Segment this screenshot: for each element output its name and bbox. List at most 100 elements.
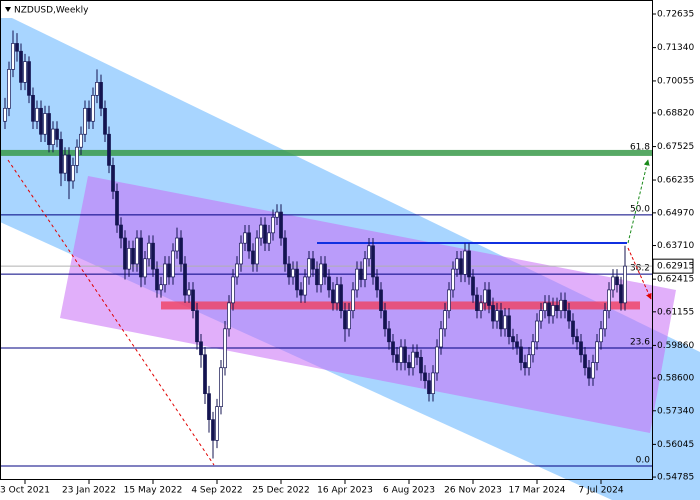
candle-body [619,284,623,304]
y-tick-label: 0.61155 [657,307,694,317]
x-tick-label: 25 Dec 2022 [252,486,310,496]
candle-body [595,341,599,363]
candle-body [215,406,219,441]
candle-body [315,268,319,286]
y-tick-label: 0.70055 [657,76,694,86]
x-tick-label: 17 Mar 2024 [508,486,565,496]
candle-body [359,268,363,280]
candle-body [379,289,383,312]
candle-body [67,154,71,182]
candle-body [539,310,543,322]
candle-body [251,250,255,265]
candle-body [455,258,459,270]
candle-body [143,258,147,278]
candle-body [579,341,583,356]
candle-body [503,315,507,330]
y-tick-label: 0.64970 [657,208,694,218]
candle-body [291,268,295,278]
candle-body [139,237,143,278]
candle-body [463,250,467,275]
candle-body [75,146,79,166]
candle-body [195,310,199,343]
candle-body [559,299,563,312]
candle-body [39,107,43,135]
candle-body [407,362,411,369]
candle-body [447,289,451,312]
candle-body [115,190,119,226]
candle-body [487,289,491,306]
y-tick-label: 0.72635 [657,10,694,20]
candle-body [571,320,575,337]
candle-body [471,276,475,296]
y-tick-label: 0.59860 [657,341,694,351]
candle-body [431,372,435,395]
candle-body [599,328,603,343]
candle-body [79,133,83,148]
candle-body [91,94,95,122]
candle-body [275,211,279,218]
up-arrow [627,159,650,244]
candle-body [591,362,595,379]
down-arrow [627,247,652,300]
fib-label: 61.8 [630,142,650,152]
candle-body [243,232,247,244]
candle-body [391,341,395,356]
candle-body [587,367,591,379]
candle-body [467,250,471,278]
candle-body [603,310,607,330]
candle-body [179,237,183,265]
x-tick-label: 3 Oct 2021 [0,486,50,496]
candle-body [567,310,571,322]
x-tick-label: 23 Jan 2022 [62,486,116,496]
candle-body [479,302,483,312]
candle-body [259,224,263,239]
candle-body [387,328,391,343]
candle-body [515,341,519,348]
candle-body [347,310,351,330]
candle-body [99,82,103,109]
candle-body [367,245,371,260]
candle-body [423,372,427,382]
candle-body [267,232,271,244]
y-tick-label: 0.63710 [657,241,694,251]
projection-line [7,159,215,466]
candle-body [459,258,463,275]
candle-body [343,310,347,330]
candle-body [51,128,55,145]
candle-body [383,310,387,330]
candle-body [119,224,123,239]
x-tick-label: 16 Apr 2023 [317,486,373,496]
price-tag-label: 0.62915 [657,262,694,272]
candle-body [303,276,307,296]
candle-body [227,302,231,330]
candle-body [31,94,35,122]
candle-body [403,346,407,363]
candle-body [523,362,527,369]
candle-body [531,341,535,356]
candle-body [311,258,315,270]
candle-body [167,263,171,278]
candle-body [223,328,227,369]
candle-body [427,380,431,395]
candle-body [319,263,323,286]
candle-body [147,242,151,260]
plot-frame [0,0,653,480]
candle-body [247,232,251,252]
candle-body [527,354,531,369]
candle-body [307,258,311,278]
fib-label: 38.2 [630,264,650,274]
y-tick-label: 0.56045 [657,440,694,450]
candle-body [415,351,419,358]
candle-body [575,336,579,343]
candle-body [583,354,587,369]
candle-body [623,265,627,304]
candle-body [207,393,211,420]
candle-body [235,263,239,278]
candle-body [55,128,59,140]
candle-body [443,310,447,330]
candle-body [43,113,47,135]
candle-body [351,289,355,312]
candle-body [419,356,423,374]
candle-body [151,242,155,270]
